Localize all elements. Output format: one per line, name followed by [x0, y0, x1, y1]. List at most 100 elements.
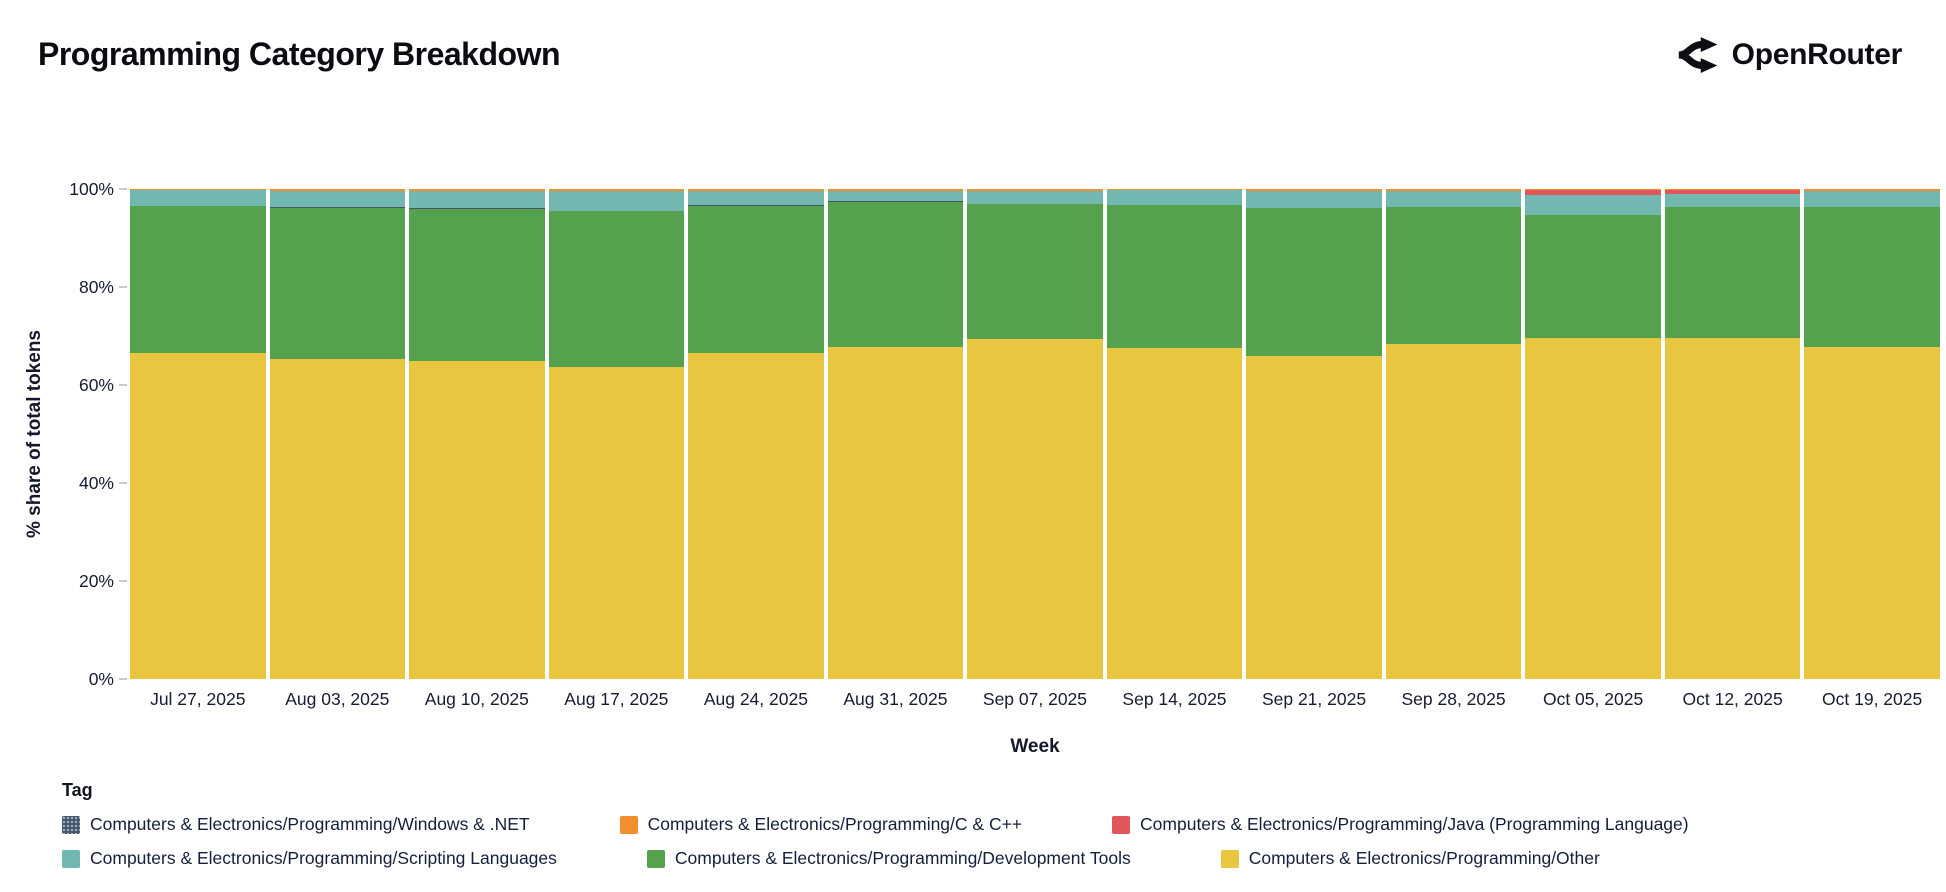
bar-segment-c-c[interactable]	[1664, 189, 1801, 190]
bar-segment-scripting-languages[interactable]	[1664, 194, 1801, 207]
y-tick-label: 0%	[88, 669, 114, 689]
bar-segment-scripting-languages[interactable]	[269, 190, 406, 208]
bar-segment-other[interactable]	[548, 367, 685, 679]
bar-segment-other[interactable]	[269, 358, 406, 679]
bar-segment-c-c[interactable]	[548, 189, 685, 191]
bar-segment-development-tools[interactable]	[1246, 208, 1382, 357]
openrouter-fork-icon	[1678, 34, 1720, 76]
x-tick-label: Aug 10, 2025	[424, 689, 529, 709]
bar-segment-scripting-languages[interactable]	[688, 190, 824, 206]
bar-segment-development-tools[interactable]	[967, 204, 1103, 339]
x-tick-label: Aug 17, 2025	[564, 689, 669, 709]
stacked-bar[interactable]	[548, 189, 685, 679]
header: Programming Category Breakdown OpenRoute…	[0, 0, 1946, 76]
bar-segment-development-tools[interactable]	[269, 207, 406, 359]
stacked-bar[interactable]	[967, 189, 1103, 679]
bar-segment-c-c[interactable]	[967, 189, 1103, 191]
bar-segment-c-c[interactable]	[1525, 189, 1661, 191]
stacked-bar[interactable]	[269, 189, 406, 679]
legend-item-other[interactable]: Computers & Electronics/Programming/Othe…	[1220, 848, 1600, 869]
bar-segment-development-tools[interactable]	[1106, 205, 1243, 349]
x-tick-label: Sep 14, 2025	[1122, 689, 1227, 709]
bar-segment-c-c[interactable]	[1385, 189, 1522, 191]
bar-segment-scripting-languages[interactable]	[827, 190, 964, 202]
stacked-bar[interactable]	[1664, 189, 1801, 679]
stacked-bar[interactable]	[688, 189, 824, 679]
stacked-bar[interactable]	[1804, 189, 1940, 679]
bar-segment-c-c[interactable]	[688, 189, 824, 191]
bar-segment-development-tools[interactable]	[1525, 214, 1661, 339]
stacked-bar[interactable]	[1106, 189, 1243, 679]
stacked-bar[interactable]	[130, 189, 266, 679]
bar-segment-scripting-languages[interactable]	[1385, 190, 1522, 207]
x-tick-label: Jul 27, 2025	[150, 689, 246, 709]
bar-segment-java-programming-language[interactable]	[1525, 190, 1661, 196]
x-tick-label: Aug 31, 2025	[843, 689, 948, 709]
bar-segment-java-programming-language[interactable]	[1664, 190, 1801, 195]
x-axis-labels: Jul 27, 2025 Aug 03, 2025 Aug 10, 2025 Aug …	[130, 689, 1940, 710]
bar-segment-other[interactable]	[827, 346, 964, 679]
bar-segment-c-c[interactable]	[409, 189, 545, 191]
bar-segment-development-tools[interactable]	[827, 201, 964, 347]
page-title: Programming Category Breakdown	[38, 36, 561, 72]
stacked-bar[interactable]	[1246, 189, 1382, 679]
bar-segment-scripting-languages[interactable]	[1106, 190, 1243, 205]
legend-swatch-java-programming-language	[1112, 815, 1131, 834]
bar-segment-other[interactable]	[130, 353, 266, 679]
bar-segment-c-c[interactable]	[1106, 189, 1243, 191]
legend-item-java-programming-language[interactable]: Computers & Electronics/Programming/Java…	[1112, 814, 1689, 835]
bar-segment-c-c[interactable]	[130, 189, 266, 191]
legend-row: Computers & Electronics/Programming/Scri…	[62, 848, 1946, 869]
bar-segment-scripting-languages[interactable]	[130, 190, 266, 206]
bar-segment-scripting-languages[interactable]	[1246, 190, 1382, 208]
x-tick-label: Oct 19, 2025	[1822, 689, 1923, 709]
legend-row: Computers & Electronics/Programming/Wind…	[62, 814, 1946, 835]
bar-segment-scripting-languages[interactable]	[967, 190, 1103, 204]
stacked-bar[interactable]	[827, 189, 964, 679]
bar-segment-development-tools[interactable]	[548, 211, 685, 368]
bar-segment-other[interactable]	[409, 361, 545, 679]
stacked-bar[interactable]	[1385, 189, 1522, 679]
x-tick-label: Sep 21, 2025	[1261, 689, 1367, 709]
legend-item-scripting-languages[interactable]: Computers & Electronics/Programming/Scri…	[62, 848, 557, 869]
legend-label: Computers & Electronics/Programming/C & …	[647, 814, 1023, 834]
stacked-bar[interactable]	[1525, 189, 1661, 679]
y-tick-mark	[119, 678, 127, 680]
bar-segment-c-c[interactable]	[827, 189, 964, 191]
bar-segment-c-c[interactable]	[269, 189, 406, 191]
bar-segment-scripting-languages[interactable]	[409, 190, 545, 209]
x-tick-label: Sep 07, 2025	[982, 689, 1088, 709]
bar-segment-other[interactable]	[1804, 346, 1940, 679]
bar-segment-scripting-languages[interactable]	[548, 190, 685, 211]
bar-segment-development-tools[interactable]	[1804, 207, 1940, 347]
legend-swatch-development-tools	[646, 849, 665, 868]
bar-segment-c-c[interactable]	[1804, 189, 1940, 191]
x-tick-label: Sep 28, 2025	[1401, 689, 1506, 709]
legend-item-development-tools[interactable]: Computers & Electronics/Programming/Deve…	[646, 848, 1131, 869]
openrouter-logo[interactable]: OpenRouter	[1678, 34, 1902, 76]
stacked-bar[interactable]	[409, 189, 545, 679]
bar-segment-development-tools[interactable]	[688, 205, 824, 354]
bar-segment-development-tools[interactable]	[409, 208, 545, 362]
bar-segment-other[interactable]	[1385, 344, 1522, 679]
bar-segment-c-c[interactable]	[1246, 189, 1382, 191]
x-tick-label: Aug 24, 2025	[703, 689, 808, 709]
bar-segment-development-tools[interactable]	[1664, 207, 1801, 338]
x-axis-title: Week	[1010, 736, 1060, 757]
bars	[130, 189, 1940, 679]
bar-segment-other[interactable]	[1106, 348, 1243, 679]
legend-item-c-c[interactable]: Computers & Electronics/Programming/C & …	[619, 814, 1023, 835]
bar-segment-other[interactable]	[1525, 338, 1661, 679]
bar-segment-development-tools[interactable]	[130, 206, 266, 354]
bar-segment-other[interactable]	[688, 353, 824, 679]
legend-label: Computers & Electronics/Programming/Java…	[1140, 814, 1689, 834]
bar-segment-other[interactable]	[1246, 356, 1382, 679]
bar-segment-other[interactable]	[967, 338, 1103, 679]
bar-segment-other[interactable]	[1664, 337, 1801, 679]
bar-segment-scripting-languages[interactable]	[1525, 195, 1661, 215]
bar-segment-scripting-languages[interactable]	[1804, 190, 1940, 207]
bar-segment-development-tools[interactable]	[1385, 207, 1522, 345]
y-tick-mark	[119, 580, 127, 582]
legend-item-windows-net[interactable]: Computers & Electronics/Programming/Wind…	[62, 814, 530, 835]
legend-label: Computers & Electronics/Programming/Othe…	[1248, 848, 1600, 868]
